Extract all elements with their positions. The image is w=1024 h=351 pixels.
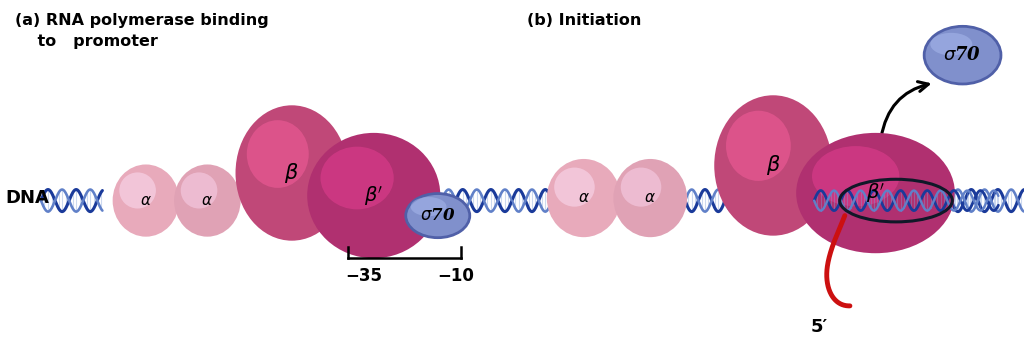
- Ellipse shape: [931, 33, 973, 55]
- Ellipse shape: [307, 133, 440, 258]
- Ellipse shape: [406, 193, 470, 238]
- Text: $\beta$: $\beta$: [285, 161, 299, 185]
- Ellipse shape: [925, 26, 1001, 84]
- Text: −35: −35: [345, 267, 382, 285]
- Text: $\alpha$: $\alpha$: [202, 193, 213, 207]
- Ellipse shape: [621, 167, 662, 207]
- Text: 5′: 5′: [811, 318, 827, 336]
- Text: $\alpha$: $\alpha$: [644, 191, 656, 205]
- Ellipse shape: [174, 165, 241, 237]
- Ellipse shape: [119, 172, 156, 208]
- Ellipse shape: [613, 159, 687, 237]
- Text: $\sigma$70: $\sigma$70: [420, 207, 456, 224]
- Ellipse shape: [797, 133, 955, 253]
- Text: DNA: DNA: [5, 189, 49, 207]
- Ellipse shape: [113, 165, 179, 237]
- Text: $\alpha$: $\alpha$: [140, 193, 152, 207]
- Ellipse shape: [554, 167, 595, 207]
- Text: $\beta'$: $\beta'$: [364, 184, 384, 207]
- Ellipse shape: [411, 197, 446, 216]
- Text: $\beta$: $\beta$: [766, 153, 780, 178]
- Text: $\beta'$: $\beta'$: [865, 181, 886, 205]
- Ellipse shape: [321, 147, 393, 209]
- Text: −10: −10: [437, 267, 474, 285]
- Text: $\alpha$: $\alpha$: [578, 191, 590, 205]
- Text: (a) RNA polymerase binding
    to   promoter: (a) RNA polymerase binding to promoter: [15, 13, 269, 48]
- Ellipse shape: [180, 172, 217, 208]
- Text: (b) Initiation: (b) Initiation: [527, 13, 642, 27]
- Text: $\sigma$70: $\sigma$70: [943, 46, 982, 64]
- Ellipse shape: [236, 105, 348, 241]
- Ellipse shape: [247, 120, 309, 188]
- Ellipse shape: [547, 159, 621, 237]
- Ellipse shape: [726, 111, 791, 181]
- Ellipse shape: [812, 146, 899, 206]
- Ellipse shape: [715, 95, 831, 236]
